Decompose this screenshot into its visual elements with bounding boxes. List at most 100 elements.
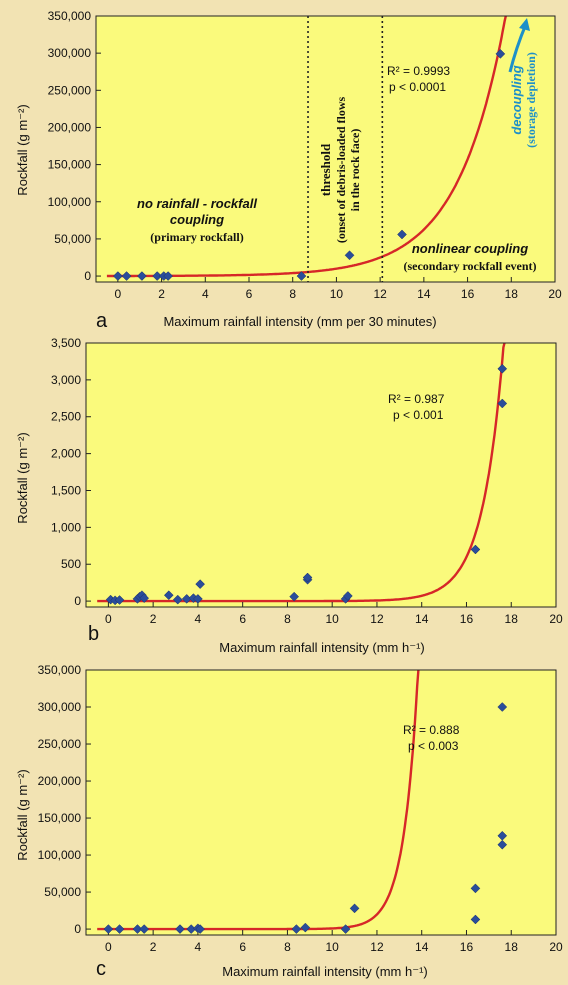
panel-c-xtick-label: 10 xyxy=(326,940,340,954)
panel-c-xlabel: Maximum rainfall intensity (mm h⁻¹) xyxy=(222,964,428,979)
panel-c-data-point xyxy=(340,924,351,934)
panel-a-ticks: 0 2 4 6 8 10 12 14 16 18 20 0 50,000 100,000 150,000 20… xyxy=(48,9,562,301)
panel-a-data-point xyxy=(344,250,355,261)
panel-c-data-point xyxy=(195,924,205,934)
panel-b: 0 2 4 6 8 10 12 14 16 18 20 0 500 1,000 1,500 2,000 2,50… xyxy=(15,336,563,655)
panel-a-ytick-label: 100,000 xyxy=(48,195,92,209)
panel-c-r2: R² = 0.888 xyxy=(403,723,460,737)
panel-b-fit xyxy=(97,342,506,603)
panel-c-data-point xyxy=(349,903,360,914)
panel-a-ylabel: Rockfall (g m⁻²) xyxy=(15,104,30,195)
panel-b-xtick-label: 16 xyxy=(460,612,474,626)
panel-c-data-point xyxy=(497,702,508,712)
panel-b-xtick-label: 8 xyxy=(284,612,291,626)
panel-b-ytick-label: 3,000 xyxy=(51,373,81,387)
panel-c-ytick-label: 300,000 xyxy=(38,700,82,714)
panel-c-data-point xyxy=(291,924,302,934)
panel-a-xtick-label: 8 xyxy=(289,287,296,301)
panel-b-ytick-label: 3,500 xyxy=(51,336,81,350)
panel-b-data-point xyxy=(195,579,205,589)
panel-b-data-point xyxy=(289,591,299,602)
panel-a-ytick-label: 250,000 xyxy=(48,83,92,97)
panel-a-xtick-label: 10 xyxy=(330,287,344,301)
panel-c-xtick-label: 18 xyxy=(505,940,519,954)
panel-a-fit xyxy=(106,15,507,278)
panel-a-xtick-label: 2 xyxy=(158,287,165,301)
panel-a-ytick-label: 300,000 xyxy=(48,46,92,60)
panel-c-xtick-label: 12 xyxy=(370,940,384,954)
panel-a-data-point xyxy=(121,271,132,281)
annotation-secondary-rockfall: (secondary rockfall event) xyxy=(403,259,536,273)
panel-c-data-point xyxy=(103,924,114,934)
panel-b-points xyxy=(105,363,508,606)
panel-a-pvalue: p < 0.0001 xyxy=(389,80,446,94)
panel-a-frame xyxy=(95,15,556,283)
panel-c-data-point xyxy=(114,924,125,934)
panel-b-pvalue: p < 0.001 xyxy=(393,408,444,422)
panel-b-data-point xyxy=(470,544,481,555)
panel-c-xtick-label: 0 xyxy=(105,940,112,954)
panel-a-xtick-label: 16 xyxy=(461,287,475,301)
panel-b-plot-area xyxy=(86,343,556,607)
panel-c-fit-curve xyxy=(97,669,420,931)
panel-c-points xyxy=(103,702,508,934)
panel-c-data-point xyxy=(497,839,508,850)
panel-a-xtick-label: 18 xyxy=(505,287,519,301)
panel-b-xtick-label: 2 xyxy=(150,612,157,626)
panel-a-ytick-label: 150,000 xyxy=(48,158,92,172)
panel-a-data-point xyxy=(113,271,123,281)
panel-c-xtick-label: 6 xyxy=(239,940,246,954)
panel-b-ylabel: Rockfall (g m⁻²) xyxy=(15,432,30,523)
panel-a-ytick-label: 350,000 xyxy=(48,9,92,23)
annotation-no-coupling-2: coupling xyxy=(170,212,224,227)
panel-c-data-point xyxy=(470,883,481,894)
panel-b-ytick-label: 500 xyxy=(61,557,81,571)
panel-a-data-point xyxy=(495,49,506,59)
panel-a-ytick-label: 50,000 xyxy=(54,232,91,246)
decoupling-arrow-head xyxy=(519,18,530,31)
panel-b-xtick-label: 20 xyxy=(549,612,563,626)
panel-a-xtick-label: 14 xyxy=(417,287,431,301)
panel-c-letter: c xyxy=(96,958,106,980)
panel-c-ytick-label: 150,000 xyxy=(38,811,82,825)
panel-b-xtick-label: 4 xyxy=(195,612,202,626)
panel-c-ytick-label: 250,000 xyxy=(38,737,82,751)
panel-c-ylabel: Rockfall (g m⁻²) xyxy=(15,769,30,860)
panel-c-xtick-label: 4 xyxy=(195,940,202,954)
panel-b-ticks: 0 2 4 6 8 10 12 14 16 18 20 0 500 1,000 1,500 2,000 2,50… xyxy=(51,336,563,626)
panel-b-data-point xyxy=(343,591,353,601)
panel-a-xtick-label: 20 xyxy=(548,287,562,301)
panel-b-ytick-label: 0 xyxy=(74,594,81,608)
panel-a-xtick-label: 12 xyxy=(373,287,387,301)
panel-b-xlabel: Maximum rainfall intensity (mm h⁻¹) xyxy=(219,640,425,655)
panel-c-ticks: 0 2 4 6 8 10 12 14 16 18 20 0 50,000 100,000 150,000 20… xyxy=(38,663,563,954)
panel-a-xtick-label: 4 xyxy=(202,287,209,301)
panel-b-ytick-label: 2,000 xyxy=(51,447,81,461)
panel-b-ytick-label: 2,500 xyxy=(51,410,81,424)
panel-b-fit-curve xyxy=(97,342,506,603)
panel-c-fit xyxy=(97,669,420,931)
panel-c-ytick-label: 100,000 xyxy=(38,848,82,862)
panel-a-ytick-label: 0 xyxy=(84,269,91,283)
panel-c-frame xyxy=(85,669,557,936)
panel-b-xtick-label: 12 xyxy=(370,612,384,626)
panel-c-plot-area xyxy=(86,670,556,935)
panel-a-data-point xyxy=(296,271,307,281)
annotation-decoupling: decoupling xyxy=(509,65,524,134)
panel-c-data-point xyxy=(132,924,143,934)
panel-c-xtick-label: 2 xyxy=(150,940,157,954)
annotation-nonlinear-coupling: nonlinear coupling xyxy=(412,241,528,256)
panel-b-xtick-label: 18 xyxy=(505,612,519,626)
annotation-no-coupling-1: no rainfall - rockfall xyxy=(137,196,257,211)
panel-a-data-point xyxy=(137,271,147,281)
panel-b-ytick-label: 1,000 xyxy=(51,520,81,534)
panel-a-fit-curve xyxy=(106,15,507,278)
panel-b-xtick-label: 0 xyxy=(105,612,112,626)
panel-c-ytick-label: 0 xyxy=(74,922,81,936)
panel-b-data-point xyxy=(172,594,183,605)
panel-b-data-point xyxy=(302,572,313,583)
panel-c-data-point xyxy=(470,914,481,925)
panel-b-data-point xyxy=(497,398,508,409)
panel-b-r2: R² = 0.987 xyxy=(388,392,445,406)
